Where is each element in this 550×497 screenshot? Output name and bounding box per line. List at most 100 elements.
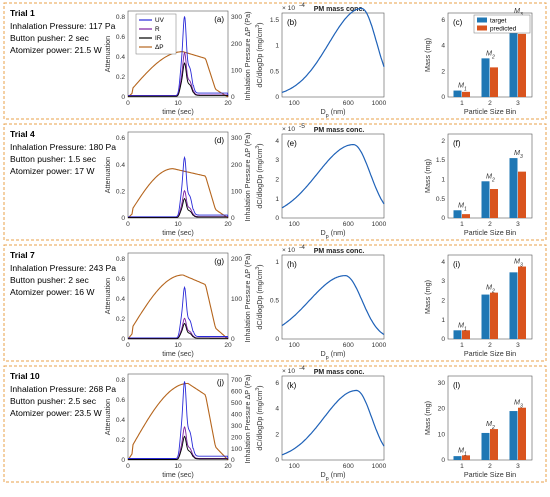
atten-tick: 0: [121, 94, 125, 101]
bar-mlabel: M1: [458, 200, 467, 212]
legend-label-uv: UV: [155, 17, 165, 24]
dist-ytick: 0.5: [270, 68, 279, 75]
ir-line: [128, 435, 229, 460]
bar-mlabel: M2: [486, 171, 495, 183]
atten-ylabel: Attenuation: [103, 278, 112, 314]
ir-line: [128, 322, 229, 340]
bar-mlabel: M1: [458, 81, 467, 93]
bar-xtick: 2: [488, 342, 492, 349]
bar-ytick: 0.5: [436, 196, 445, 203]
dist-title: PM mass conc.: [314, 248, 365, 255]
plot-label: (c): [453, 18, 463, 27]
trial-param: Atomizer power: 16 W: [10, 287, 95, 297]
time-legend: UV R IR ΔP: [135, 13, 177, 55]
uv-line: [128, 16, 229, 96]
atten-tick: 0.8: [116, 14, 125, 21]
bar-ytick: 1.5: [436, 157, 445, 164]
panel-trial-2: Trial 4 Inhalation Pressure: 180 Pa Button…: [3, 123, 547, 241]
time-tick: 20: [224, 463, 232, 470]
dist-xtick: 600: [343, 100, 354, 107]
bar-mlabel-sub: 1: [464, 87, 467, 93]
plot-label: (h): [287, 260, 297, 269]
time-xlabel: time (sec): [162, 349, 194, 358]
dist-exponent-sup: -4: [299, 244, 305, 251]
dist-ytick: 0: [275, 457, 279, 464]
atten-tick: 0.2: [116, 189, 125, 196]
pressure-tick: 700: [231, 377, 242, 384]
pressure-tick: 100: [231, 296, 242, 303]
dist-xlabel-main: D: [320, 470, 325, 479]
dist-ylabel-main: dC/dlogDp (mg/cm: [255, 149, 264, 209]
bar-xlabel: Particle Size Bin: [464, 349, 516, 358]
bar-mlabel-main: M: [514, 257, 520, 266]
atten-tick: 0.6: [116, 397, 125, 404]
panel-trial-3: Trial 7 Inhalation Pressure: 243 Pa Button…: [3, 244, 547, 362]
bar-mlabel: M2: [486, 283, 495, 295]
atten-tick: 0: [121, 215, 125, 222]
bar-target-3: [509, 158, 518, 218]
atten-tick: 0.6: [116, 34, 125, 41]
atten-tick: 0: [121, 336, 125, 343]
bar-mlabel: M2: [486, 419, 495, 431]
dist-exponent-sup: -5: [299, 123, 305, 130]
dist-xlabel: Dp (nm): [320, 107, 345, 119]
dist-ytick: 0.5: [270, 298, 279, 305]
bar-mlabel-sub: 3: [520, 263, 523, 269]
bar-ytick: 0: [441, 215, 445, 222]
ir-line: [128, 197, 229, 219]
dist-xtick: 100: [289, 463, 300, 470]
bar-ytick: 0: [441, 457, 445, 464]
dist-exponent: × 10: [282, 5, 295, 12]
plot-label: (k): [287, 381, 297, 390]
bar-target-3: [509, 411, 518, 460]
trial-param: Button pusher: 2 sec: [10, 33, 90, 43]
bar-xtick: 3: [516, 463, 520, 470]
trial-param: Inhalation Pressure: 268 Pa: [10, 384, 116, 394]
time-tick: 0: [126, 100, 130, 107]
atten-tick: 0.8: [116, 377, 125, 384]
time-tick: 10: [174, 463, 182, 470]
bar-ytick: 20: [438, 406, 446, 413]
bar-mlabel-sub: 2: [491, 54, 495, 60]
dist-ylabel-sup: 3: [255, 267, 261, 270]
trial-title: Trial 1: [10, 8, 35, 18]
bar-mlabel-main: M: [458, 200, 464, 209]
dist-xlabel-unit: (nm): [329, 107, 346, 116]
plot-label: (d): [214, 136, 224, 145]
bar-mlabel-sub: 3: [520, 404, 523, 410]
pressure-line: [127, 274, 229, 340]
dist-exponent: × 10: [282, 126, 295, 133]
legend-label-ir: IR: [155, 35, 162, 42]
pressure-ylabel: Inhalation Pressure ΔP (Pa): [243, 375, 252, 464]
pressure-tick: 500: [231, 400, 242, 407]
pressure-tick: 200: [231, 41, 242, 48]
dist-xtick: 1000: [372, 463, 387, 470]
bar-xtick: 3: [516, 221, 520, 228]
bar-mlabel-main: M: [458, 445, 464, 454]
dist-ytick: 3: [275, 157, 279, 164]
dist-ytick: 2: [275, 431, 279, 438]
legend-label-dp: ΔP: [155, 44, 164, 51]
atten-tick: 0.2: [116, 316, 125, 323]
bar-target-2: [481, 58, 490, 97]
dist-title: PM mass conc.: [314, 6, 365, 13]
bar-target-1: [453, 330, 462, 339]
uv-line: [128, 285, 229, 339]
bar-target-2: [481, 294, 490, 339]
plot-label: (g): [214, 257, 224, 266]
dist-ylabel-sup: 3: [255, 25, 261, 28]
bar-target-2: [481, 432, 490, 460]
trial-param: Atomizer power: 23.5 W: [10, 408, 103, 418]
pressure-tick: 0: [231, 94, 235, 101]
dist-exponent: × 10: [282, 368, 295, 375]
pressure-tick: 200: [231, 256, 242, 263]
bar-mlabel-main: M: [486, 48, 492, 57]
dist-plot-frame: [281, 254, 385, 340]
bar-mlabel: M3: [514, 398, 523, 410]
dist-ytick: 0: [275, 94, 279, 101]
legend-label-predicted: predicted: [490, 26, 517, 33]
pressure-ylabel: Inhalation Pressure ΔP (Pa): [243, 254, 252, 343]
pressure-tick: 400: [231, 411, 242, 418]
panel-trial-1: Trial 1 Inhalation Pressure: 117 Pa Button…: [3, 2, 547, 120]
